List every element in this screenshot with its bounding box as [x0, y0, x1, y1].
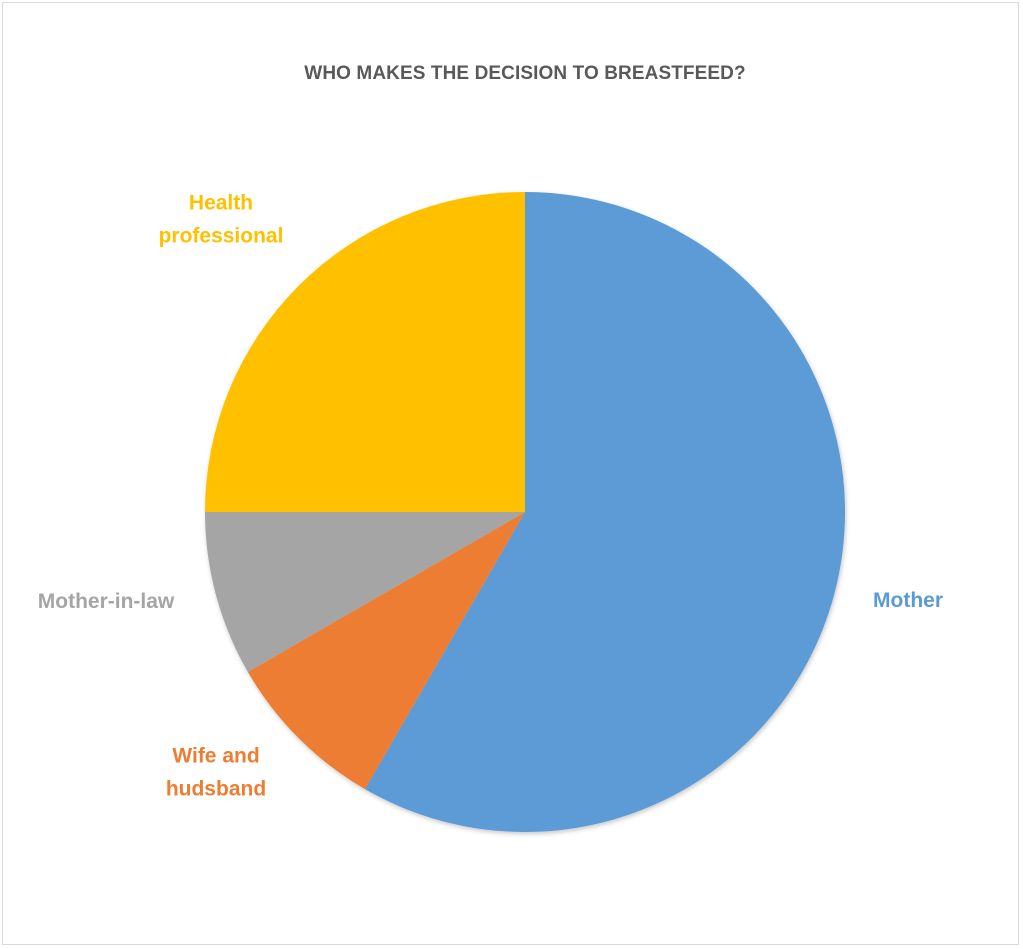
pie-slice-mother: [364, 192, 846, 832]
data-label-health-professional: Health professional: [159, 192, 284, 248]
data-label-mother-in-law: Mother-in-law: [38, 590, 175, 613]
pie-slice-wife-and-hudsband: [247, 512, 525, 790]
chart-title: WHO MAKES THE DECISION TO BREASTFEED?: [304, 63, 746, 84]
pie-slice-mother-in-law: [205, 512, 525, 672]
data-label-mother: Mother: [873, 589, 943, 612]
pie-slice-health-professional: [205, 192, 525, 513]
data-label-wife-and-hudsband: Wife and hudsband: [166, 745, 266, 801]
